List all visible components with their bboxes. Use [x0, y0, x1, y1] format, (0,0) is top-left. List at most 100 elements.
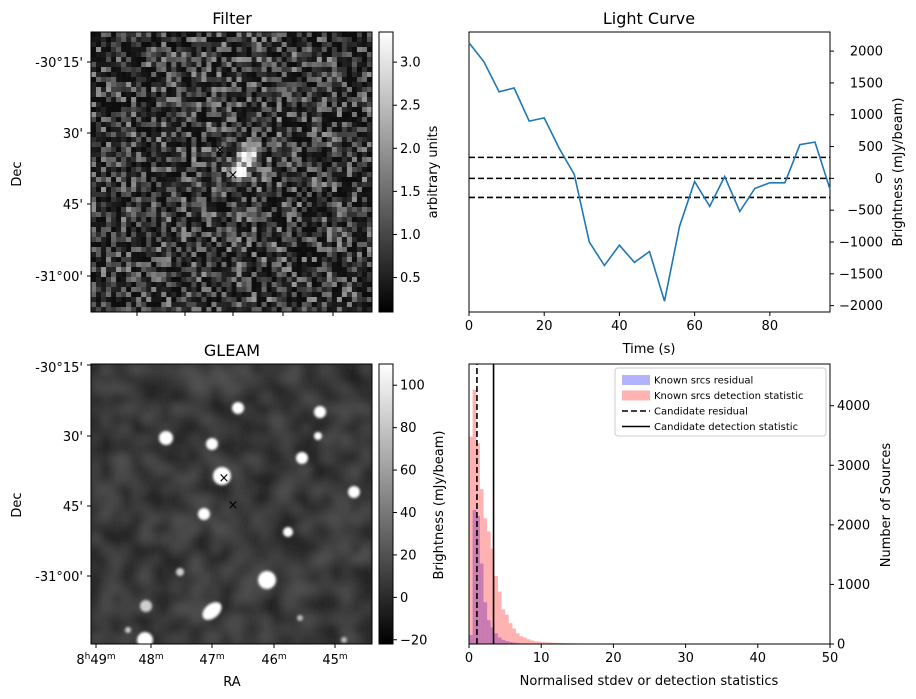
filter-ylabel: Dec: [10, 161, 25, 186]
gleam-dec-ticks: -30°15' 30' 45' -31°00': [35, 361, 91, 585]
gleam-image: [91, 364, 372, 644]
histogram-bar: [533, 641, 538, 644]
gleam-ra-ticks: 8h49m 48m 47m 46m 45m: [76, 644, 348, 668]
x-tick-label: 10: [533, 651, 550, 666]
histogram-bar: [526, 639, 531, 644]
y-tick-label: 0: [837, 638, 845, 653]
histogram-bar: [512, 642, 516, 644]
histogram-bar: [487, 620, 491, 644]
gleam-colorbar: −20 0 20 40 60 80 100: [378, 363, 427, 648]
histogram-bar: [487, 531, 491, 644]
gleam-title: GLEAM: [204, 341, 260, 360]
colorbar-tick-label: 2.5: [400, 99, 421, 114]
filter-image: [91, 32, 373, 313]
legend-label: Known srcs residual: [654, 376, 753, 387]
histogram-bar: [559, 642, 563, 644]
light-curve-xlabel: Time (s): [622, 342, 676, 357]
colorbar-tick-label: 0: [400, 591, 408, 606]
histogram-bar: [505, 614, 509, 644]
ra-tick-label: 48m: [138, 652, 163, 668]
histogram-bar: [490, 627, 495, 644]
filter-ra-ticks: [136, 312, 334, 316]
ra-tick-label: 47m: [199, 652, 224, 668]
histogram-bar: [512, 628, 516, 644]
y-tick-label: 1000: [837, 578, 870, 593]
filter-panel: Filter Dec -30°15' 30' 45' -31°00' × ×: [10, 9, 441, 316]
histogram-series: [469, 509, 535, 644]
gleam-dec-tick-label: 45': [63, 500, 83, 515]
candidate-marker: ×: [215, 143, 226, 158]
x-tick-label: 50: [822, 651, 839, 666]
histogram-bar: [472, 389, 477, 644]
histogram-frame: [468, 363, 831, 645]
histogram-bar: [494, 633, 498, 644]
y-tick-label: 1000: [850, 108, 883, 123]
filter-frame: [90, 31, 373, 313]
filter-dec-tick-label: 45': [63, 198, 83, 213]
colorbar-tick-label: 0.5: [400, 271, 421, 286]
histogram-bar: [476, 515, 480, 644]
colorbar-tick-label: 100: [400, 379, 425, 394]
colorbar-tick-label: 1.0: [400, 228, 421, 243]
y-tick-label: 4000: [837, 399, 870, 414]
histogram-xlabel: Normalised stdev or detection statistics: [520, 674, 779, 689]
colorbar-tick-label: 3.0: [400, 56, 421, 71]
known-source-marker: ×: [228, 168, 239, 183]
colorbar-tick-label: 80: [400, 421, 417, 436]
x-tick-label: 40: [750, 651, 767, 666]
colorbar-tick-label: 60: [400, 464, 417, 479]
y-tick-label: −1500: [839, 267, 883, 282]
legend-label: Known srcs detection statistic: [654, 391, 803, 402]
histogram-legend: Known srcs residual Known srcs detection …: [614, 367, 827, 437]
legend-label: Candidate residual: [654, 407, 748, 418]
y-tick-label: 2000: [850, 45, 883, 60]
y-tick-label: 2000: [837, 518, 870, 533]
histogram-bar: [519, 636, 524, 644]
filter-dec-tick-label: -31°00': [35, 270, 83, 285]
histogram-bar: [508, 641, 513, 644]
filter-dec-tick-label: 30': [63, 127, 83, 142]
gleam-frame: [90, 363, 373, 645]
histogram-bar: [508, 623, 513, 644]
histogram-series: [469, 389, 816, 644]
legend-swatch: [622, 375, 650, 385]
legend-box: [614, 367, 827, 437]
gleam-panel: GLEAM: [10, 341, 427, 690]
x-tick-label: 20: [536, 319, 553, 334]
x-tick-label: 20: [605, 651, 622, 666]
histogram-bar: [469, 436, 473, 644]
gleam-xlabel: RA: [223, 675, 241, 690]
histogram-bar: [479, 563, 484, 644]
histogram-bar: [523, 637, 527, 644]
ra-tick-label: 45m: [322, 652, 347, 668]
colorbar-tick-label: 40: [400, 506, 417, 521]
histogram-bar: [469, 635, 473, 644]
light-curve-frame: [468, 31, 831, 313]
y-tick-label: −2000: [839, 299, 883, 314]
colorbar-tick-label: 20: [400, 548, 417, 563]
histogram-bar: [541, 642, 545, 644]
y-tick-label: 3000: [837, 459, 870, 474]
legend-swatch: [622, 390, 650, 401]
gleam-dec-tick-label: -31°00': [35, 570, 83, 585]
light-curve-panel: Light Curve 0 20 40 60 80 −2000 −1500 −1000 −500…: [465, 9, 906, 357]
x-tick-label: 80: [762, 319, 779, 334]
y-tick-label: 1500: [850, 76, 883, 91]
x-tick-label: 0: [465, 319, 473, 334]
ra-tick-label: 8h49m: [76, 652, 115, 668]
legend-label: Candidate detection statistic: [654, 422, 798, 433]
histogram-right-ylabel: Number of Sources: [879, 443, 894, 568]
filter-dec-ticks: -30°15' 30' 45' -31°00': [35, 56, 91, 285]
x-tick-label: 60: [686, 319, 703, 334]
histogram-bar: [501, 609, 506, 644]
y-tick-label: −1000: [839, 236, 883, 251]
light-curve-ylabel: Brightness (mJy/beam): [891, 98, 906, 247]
colorbar-tick-label: 2.0: [400, 142, 421, 157]
filter-title: Filter: [212, 9, 252, 28]
light-curve-line: [468, 42, 831, 302]
histogram-bar: [476, 443, 480, 644]
x-tick-label: 0: [465, 651, 473, 666]
histogram-bar: [555, 642, 560, 644]
